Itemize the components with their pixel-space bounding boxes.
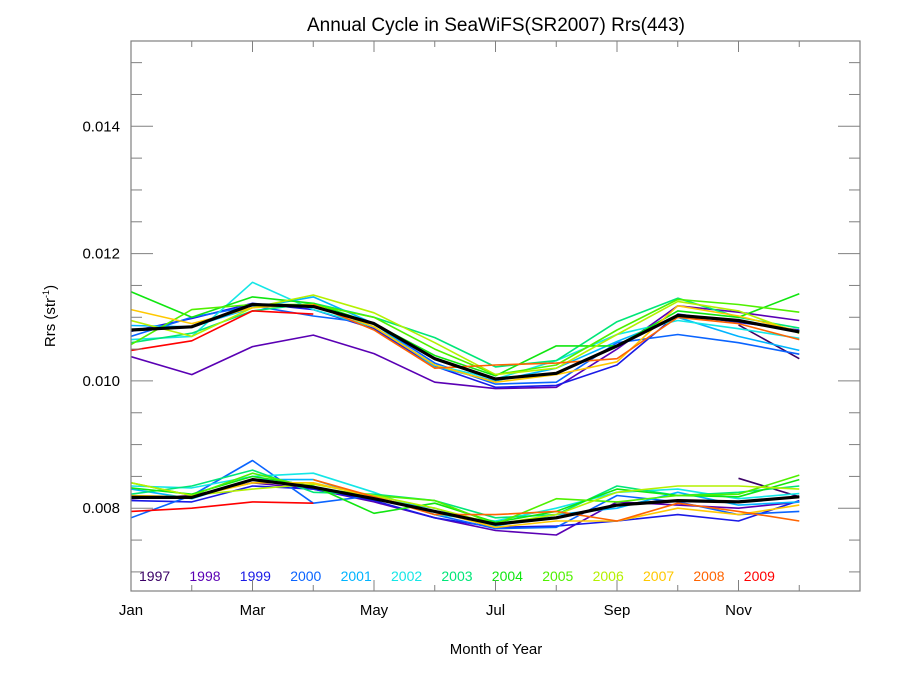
legend-item-2004: 2004	[492, 568, 523, 584]
y-tick-label: 0.010	[82, 373, 120, 390]
series-line-2007-lower	[131, 481, 800, 529]
series-line-2004-upper	[131, 291, 800, 377]
legend-item-2007: 2007	[643, 568, 674, 584]
series-line-1999-lower	[131, 485, 800, 529]
legend-item-1998: 1998	[189, 568, 220, 584]
legend-item-2002: 2002	[391, 568, 422, 584]
series-line-2003-upper	[131, 297, 800, 368]
y-tick-label: 0.014	[82, 118, 120, 135]
x-tick-label: Jul	[486, 602, 505, 619]
y-axis-label-sup: -1	[41, 290, 51, 298]
legend-item-2008: 2008	[693, 568, 724, 584]
legend-item-2009: 2009	[744, 568, 775, 584]
series-line-mean-lower	[131, 478, 800, 526]
series-line-2007-upper	[131, 303, 800, 384]
series-line-2008-upper	[312, 303, 800, 370]
series-line-mean-upper	[131, 302, 800, 381]
x-axis-label: Month of Year	[450, 641, 543, 658]
legend-item-2000: 2000	[290, 568, 321, 584]
series-line-2009-upper	[131, 310, 314, 352]
y-tick-label: 0.008	[82, 500, 120, 517]
x-axis: Jan Mar May Jul Sep Nov	[119, 41, 800, 619]
x-tick-label: Nov	[725, 602, 752, 619]
legend-item-1999: 1999	[240, 568, 271, 584]
plot-lines	[131, 281, 800, 536]
x-tick-label: Sep	[604, 602, 631, 619]
legend-item-2003: 2003	[441, 568, 472, 584]
legend-item-1997: 1997	[139, 568, 170, 584]
chart-title: Annual Cycle in SeaWiFS(SR2007) Rrs(443)	[307, 15, 685, 36]
series-line-2005-upper	[131, 298, 800, 376]
y-axis-label: Rrs (str-1)	[41, 285, 59, 347]
legend-item-2006: 2006	[593, 568, 624, 584]
legend: 1997 1998 1999 2000 2001 2002 2003 2004 2005 2006…	[139, 568, 775, 584]
y-axis-label-suffix: )	[42, 285, 59, 290]
y-axis-label-main: Rrs (str	[42, 298, 59, 347]
x-tick-label: Jan	[119, 602, 143, 619]
series-line-2006-upper	[131, 294, 800, 376]
y-axis: 0.008 0.010 0.012 0.014	[82, 62, 860, 573]
series-line-2005-lower	[131, 472, 800, 526]
legend-item-2001: 2001	[341, 568, 372, 584]
series-line-2002-upper	[131, 281, 800, 380]
x-tick-label: May	[360, 602, 389, 619]
series-line-2009-lower	[131, 501, 314, 513]
x-tick-label: Mar	[240, 602, 266, 619]
legend-item-2005: 2005	[542, 568, 573, 584]
y-tick-label: 0.012	[82, 246, 120, 263]
